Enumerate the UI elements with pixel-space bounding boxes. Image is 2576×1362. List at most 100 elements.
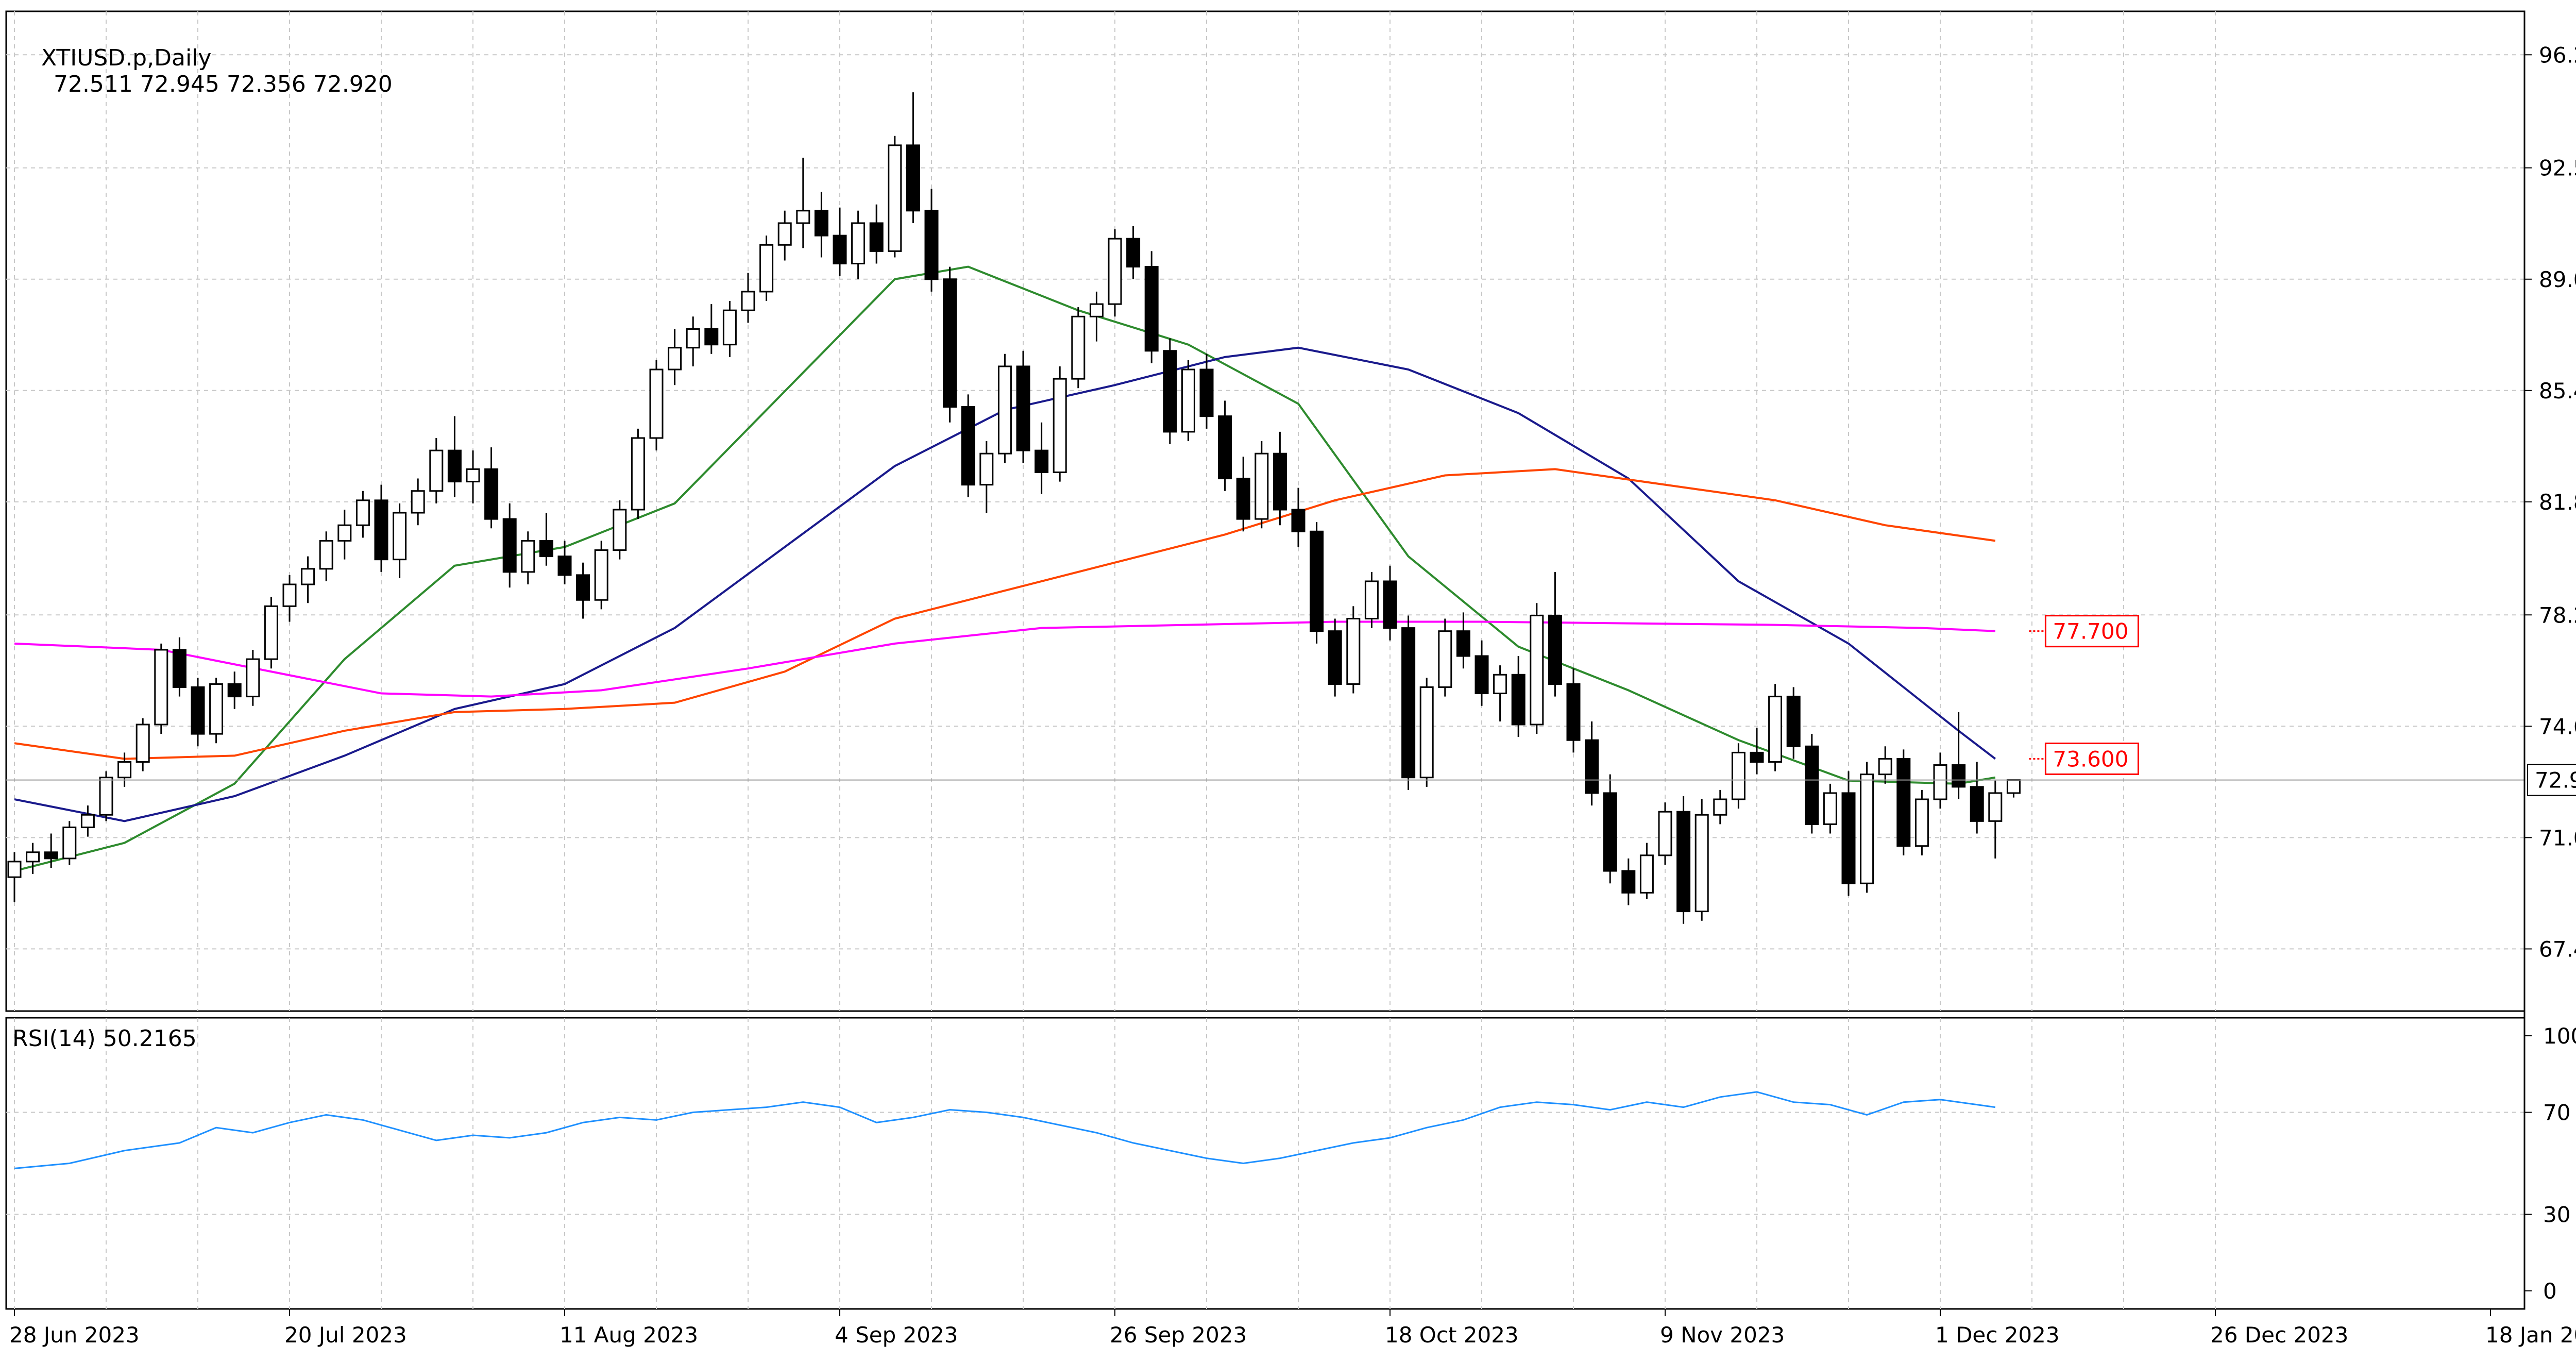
candle-body-up [62,826,77,860]
candle-body-up [1493,674,1507,695]
candle [44,833,58,868]
candle-body-down [1952,764,1966,788]
candle-body-up [411,490,425,514]
candle-body-down [191,686,205,735]
candle [613,500,627,560]
candle [429,438,444,503]
candle-body-down [576,574,590,601]
price-tick-label: 92.575 [2539,156,2576,181]
candle-body-up [466,468,480,483]
price-tick-label: 96.205 [2539,42,2576,68]
candle [466,450,480,503]
candle [1163,338,1177,445]
candle [1585,721,1599,806]
candle [26,843,40,875]
candle-body-down [1511,674,1526,726]
x-tick-label: 11 Aug 2023 [560,1322,698,1348]
candle [1676,796,1691,924]
candle [209,678,224,744]
candle-body-down [1585,739,1599,794]
candle-body-down [833,234,847,265]
candle [7,852,22,902]
candle-body-down [1144,266,1159,352]
candle-body-down [1566,683,1581,741]
candle-body-up [1768,696,1783,763]
candle-body-down [1970,786,1984,822]
candle-body-down [374,499,388,561]
candle-body-up [851,222,866,265]
symbol-timeframe: XTIUSD.p,Daily [41,45,212,71]
candle [1896,749,1911,855]
candle-body-down [1841,792,1856,884]
candle [484,447,499,529]
candle [246,649,260,706]
candle-body-up [649,368,664,439]
rsi-panel [5,1017,2526,1310]
candle-body-down [1401,627,1416,779]
candle [1878,746,1892,784]
candle-body-up [1988,792,2003,822]
candle-body-up [1108,238,1122,305]
candle-body-up [2006,779,2021,794]
candle-body-down [1236,478,1250,520]
candle-body-down [1805,745,1819,825]
candle-body-down [924,210,939,280]
candle-body-up [1694,814,1709,913]
x-tick-label: 4 Sep 2023 [835,1322,958,1348]
ma-line-4 [14,620,1995,698]
candle [374,484,388,572]
candle-body-up [1878,758,1892,776]
candle-body-up [759,244,774,293]
candle-body-down [1383,580,1397,629]
price-label-text: 77.700 [2053,619,2128,644]
candle [1144,251,1159,363]
candle [1548,571,1562,697]
candle-body-up [117,761,132,779]
candle-body-down [1328,630,1342,685]
candle [1823,783,1837,834]
candle-body-up [1530,614,1544,726]
candle [997,354,1012,463]
candle [1860,762,1874,893]
candle-body-down [172,649,187,688]
candle [1035,422,1049,494]
candle [521,531,535,585]
candle-body-up [429,449,444,492]
candle [943,266,957,423]
candle-body-down [502,518,517,573]
candle [1199,354,1214,429]
candle [502,503,517,588]
candle-body-down [1035,449,1049,473]
x-tick-label: 18 Jan 2024 [2485,1322,2576,1348]
candle-body-up [7,861,22,878]
candle [649,360,664,451]
candle-body-up [1914,798,1929,847]
candle-body-up [741,291,755,311]
candle [1346,606,1361,694]
candle [1291,487,1306,547]
candle [1750,728,1764,775]
candle-body-up [246,658,260,698]
candle [1694,799,1709,921]
candle [1053,366,1067,482]
candle-body-up [1438,630,1452,688]
candle-body-up [1658,811,1672,856]
candle-body-up [301,568,315,585]
price-tick-label: 71.070 [2539,825,2576,850]
candle-body-up [154,649,168,726]
candle [1841,771,1856,896]
rsi-line [14,1091,1996,1169]
candle [1952,712,1966,800]
candle [814,192,828,258]
candle [1364,571,1379,628]
ma-line-3 [14,468,1996,760]
candle [722,301,737,357]
candle-body-down [539,540,553,558]
rsi-tick-label: 70 [2543,1100,2570,1125]
candle-body-up [631,437,645,511]
candle [594,541,608,610]
candle-body-up [393,512,407,561]
rsi-label: RSI(14) 50.2165 [12,1025,197,1052]
candle [888,136,902,258]
